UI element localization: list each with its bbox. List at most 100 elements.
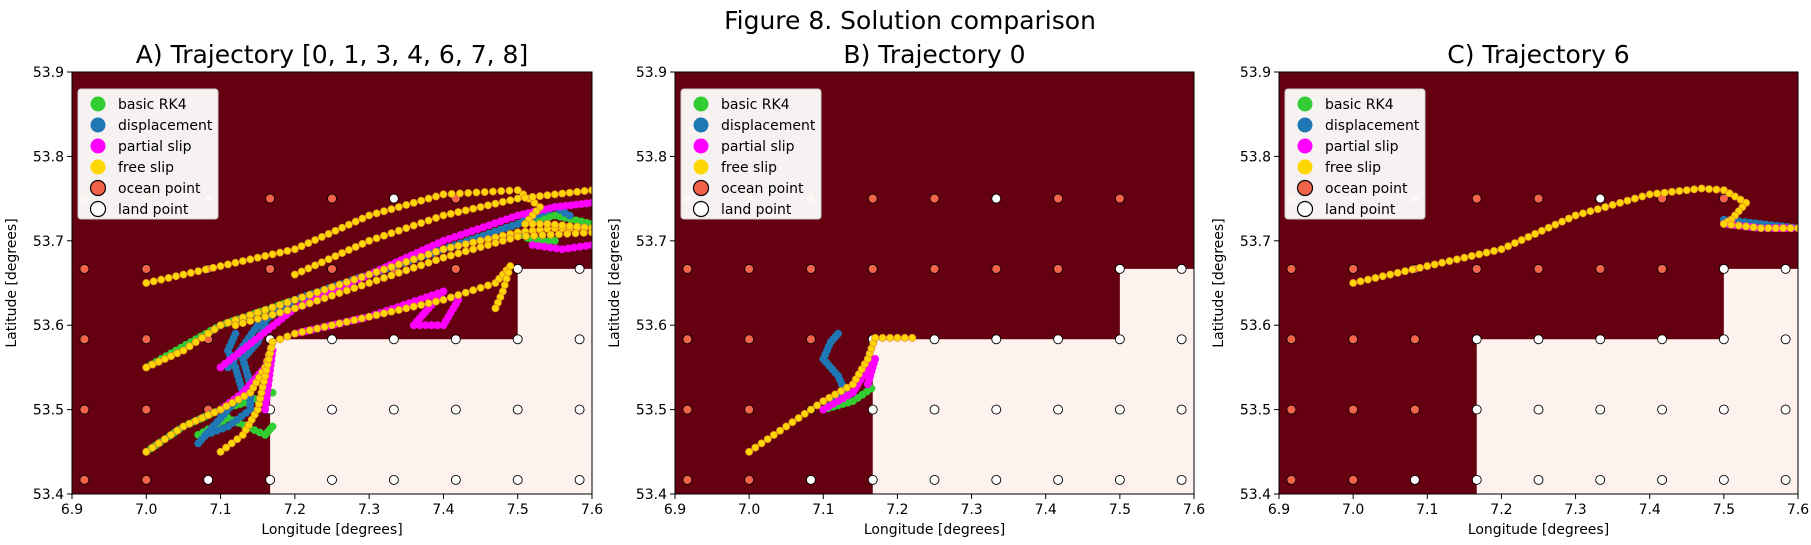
trajectory-point: [455, 189, 464, 198]
trajectory-point: [1356, 277, 1365, 286]
trajectory-point: [497, 187, 506, 196]
trajectory-point: [555, 230, 563, 239]
trajectory-point: [185, 342, 194, 351]
trajectory-point: [148, 443, 157, 452]
trajectory-point: [417, 300, 426, 309]
trajectory-point: [1349, 279, 1358, 287]
panel-3: 6.9 7.0 7.1 7.2 7.3 7.4 7.5 7.6 53.4 53.5 53.6 53.7…: [1211, 40, 1809, 538]
y-tick-label: 53.9: [636, 65, 667, 81]
trajectory-point: [491, 304, 500, 313]
trajectory-point: [365, 270, 374, 279]
trajectory-point: [1586, 207, 1595, 216]
land-point: [450, 404, 461, 415]
y-tick-label: 53.6: [636, 318, 667, 334]
trajectory-point: [782, 422, 791, 431]
trajectory-point: [1645, 190, 1654, 199]
trajectory-point: [231, 329, 240, 338]
trajectory-point: [268, 422, 277, 431]
trajectory-point: [276, 248, 284, 257]
land-point: [1718, 474, 1729, 485]
trajectory-point: [1510, 239, 1519, 248]
trajectory-point: [409, 263, 418, 272]
panel-title: B) Trajectory 0: [843, 40, 1025, 69]
trajectory-point: [878, 333, 887, 342]
y-tick-label: 53.4: [1240, 487, 1271, 503]
trajectory-point: [317, 258, 326, 267]
trajectory-point: [402, 304, 411, 313]
trajectory-point: [305, 290, 314, 299]
trajectory-point: [461, 206, 470, 215]
trajectory-point: [253, 253, 262, 262]
panels: 6.9 7.0 7.1 7.2 7.3 7.4 7.5 7.6 53.4 53.5 53.6 53.7…: [4, 40, 1809, 538]
x-tick-label: 7.4: [1639, 502, 1661, 518]
trajectory-point: [454, 249, 463, 258]
land-region: [1476, 268, 1798, 494]
trajectory-point: [1467, 252, 1476, 260]
trajectory-point: [154, 439, 163, 448]
ocean-point: [1348, 264, 1359, 274]
trajectory-point: [476, 283, 485, 292]
ocean-point: [141, 334, 152, 345]
land-point: [574, 334, 585, 345]
trajectory-point: [142, 447, 151, 456]
ocean-point: [1286, 334, 1297, 345]
legend-marker: [692, 200, 710, 218]
trajectory-point: [469, 204, 478, 213]
land-point: [1114, 474, 1125, 485]
trajectory-point: [331, 226, 340, 235]
trajectory-point: [372, 209, 381, 218]
trajectory-point: [253, 314, 262, 323]
ocean-point: [929, 193, 940, 204]
ocean-point: [1114, 193, 1125, 204]
trajectory-point: [238, 319, 247, 328]
trajectory-point: [1682, 186, 1691, 195]
panel-2: 6.9 7.0 7.1 7.2 7.3 7.4 7.5 7.6 53.4 53.5 53.6 53.7…: [607, 40, 1205, 538]
trajectory-point: [283, 246, 292, 255]
trajectory-point: [350, 275, 359, 284]
trajectory-point: [489, 187, 497, 196]
trajectory-point: [476, 243, 485, 252]
trajectory-point: [372, 268, 381, 276]
ocean-point: [744, 264, 755, 274]
trajectory-point: [417, 252, 426, 261]
legend-marker: [89, 179, 107, 197]
land-point: [1471, 404, 1482, 415]
trajectory-point: [530, 231, 539, 240]
ocean-point: [141, 404, 152, 415]
ocean-point: [744, 334, 755, 345]
x-tick-label: 7.0: [135, 502, 157, 518]
trajectory-point: [1690, 185, 1699, 194]
trajectory-point: [372, 276, 381, 285]
trajectory-point: [344, 220, 353, 229]
trajectory-point: [261, 405, 270, 414]
land-point: [1780, 263, 1791, 274]
trajectory-point: [304, 264, 313, 273]
x-tick-label: 7.5: [1109, 502, 1131, 518]
trajectory-point: [582, 241, 590, 250]
trajectory-point: [402, 257, 411, 266]
land-point: [512, 404, 523, 415]
trajectory-point: [394, 203, 403, 211]
land-point: [327, 334, 337, 345]
ocean-point: [1533, 193, 1544, 204]
trajectory-point: [454, 241, 463, 250]
trajectory-point: [570, 243, 579, 252]
trajectory-point: [776, 426, 784, 435]
trajectory-point: [461, 247, 470, 256]
trajectory-point: [344, 246, 353, 254]
trajectory-point: [536, 192, 544, 201]
land-point: [1176, 334, 1187, 345]
x-tick-label: 7.2: [886, 502, 908, 518]
trajectory-point: [588, 198, 592, 207]
trajectory-point: [402, 266, 411, 275]
x-tick-label: 7.1: [209, 502, 231, 518]
ocean-point: [806, 264, 816, 274]
trajectory-point: [320, 294, 329, 303]
ocean-point: [867, 193, 878, 204]
ocean-point: [265, 193, 276, 204]
trajectory-point: [409, 255, 418, 264]
trajectory-point: [324, 229, 333, 238]
trajectory-point: [751, 443, 760, 452]
trajectory-point: [342, 317, 351, 326]
x-tick-label: 6.9: [61, 502, 83, 518]
